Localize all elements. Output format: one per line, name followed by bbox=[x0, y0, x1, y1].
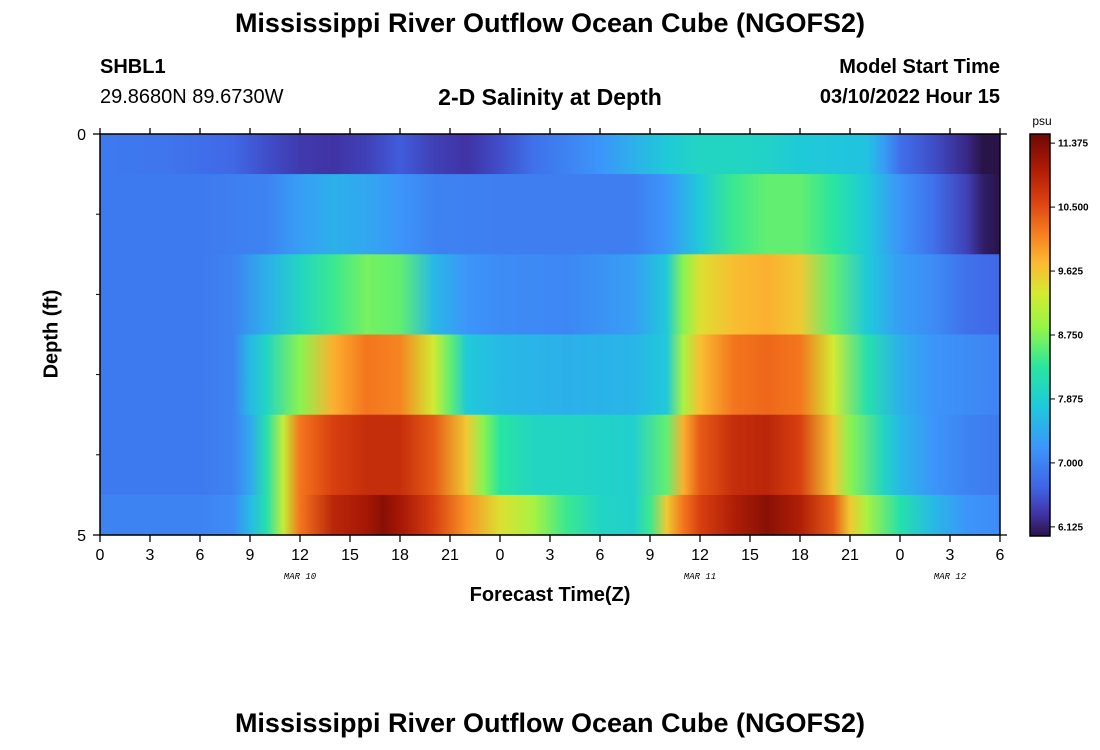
x-tick-label-16: 0 bbox=[896, 547, 905, 564]
x-tick-label-1: 3 bbox=[146, 547, 155, 564]
colorbar-tick-label-5: 10.500 bbox=[1058, 203, 1089, 214]
salinity-band-3 bbox=[100, 334, 1000, 416]
x-axis-label: Forecast Time(Z) bbox=[469, 584, 631, 606]
x-tick-label-6: 18 bbox=[391, 547, 409, 564]
y-axis-label: Depth (ft) bbox=[40, 289, 63, 379]
x-tick-label-14: 18 bbox=[791, 547, 809, 564]
station-coordinates: 29.8680N 89.6730W bbox=[100, 86, 284, 108]
date-label-2: MAR 12 bbox=[934, 572, 967, 582]
x-tick-label-5: 15 bbox=[341, 547, 359, 564]
date-label-0: MAR 10 bbox=[284, 572, 317, 582]
x-tick-label-13: 15 bbox=[741, 547, 759, 564]
model-start-value: 03/10/2022 Hour 15 bbox=[819, 86, 1000, 108]
salinity-band-4 bbox=[100, 414, 1000, 496]
chart-title: Mississippi River Outflow Ocean Cube (NG… bbox=[234, 8, 866, 38]
x-tick-label-11: 9 bbox=[646, 547, 655, 564]
x-tick-label-7: 21 bbox=[441, 547, 459, 564]
colorbar-tick-label-0: 6.125 bbox=[1058, 522, 1083, 533]
x-tick-label-17: 3 bbox=[946, 547, 955, 564]
heatmap-bands bbox=[100, 134, 1000, 536]
x-tick-label-18: 6 bbox=[996, 547, 1005, 564]
x-tick-label-0: 0 bbox=[96, 547, 105, 564]
colorbar-tick-label-4: 9.625 bbox=[1058, 267, 1083, 278]
salinity-band-0 bbox=[100, 134, 1000, 175]
station-id: SHBL1 bbox=[100, 56, 166, 78]
y-tick-label-1: 5 bbox=[77, 528, 86, 545]
y-tick-label-0: 0 bbox=[77, 127, 86, 144]
colorbar-unit: psu bbox=[1032, 114, 1051, 128]
date-label-1: MAR 11 bbox=[684, 572, 716, 582]
x-tick-label-10: 6 bbox=[596, 547, 605, 564]
colorbar-tick-label-2: 7.875 bbox=[1058, 394, 1083, 405]
salinity-band-5 bbox=[100, 494, 1000, 536]
x-tick-label-4: 12 bbox=[291, 547, 309, 564]
x-tick-label-8: 0 bbox=[496, 547, 505, 564]
colorbar-tick-label-1: 7.000 bbox=[1058, 458, 1083, 469]
model-start-label: Model Start Time bbox=[839, 56, 1000, 78]
colorbar-tick-label-6: 11.375 bbox=[1058, 139, 1088, 150]
salinity-band-2 bbox=[100, 254, 1000, 336]
chart-subtitle: 2-D Salinity at Depth bbox=[438, 84, 662, 110]
repeated-chart-title: Mississippi River Outflow Ocean Cube (NG… bbox=[234, 708, 866, 738]
x-tick-label-15: 21 bbox=[841, 547, 859, 564]
x-tick-label-12: 12 bbox=[691, 547, 709, 564]
colorbar-tick-label-3: 8.750 bbox=[1058, 331, 1083, 342]
x-tick-label-9: 3 bbox=[546, 547, 555, 564]
colorbar-ramp bbox=[1029, 133, 1051, 537]
salinity-band-1 bbox=[100, 174, 1000, 255]
x-tick-label-2: 6 bbox=[196, 547, 205, 564]
plot-axes: 0 3 6 9 12 15 18 21 0 3 6 9 12 15 18 21 0 3 6 MAR 10 MAR 11 M… bbox=[77, 127, 1007, 582]
x-tick-label-3: 9 bbox=[246, 547, 255, 564]
